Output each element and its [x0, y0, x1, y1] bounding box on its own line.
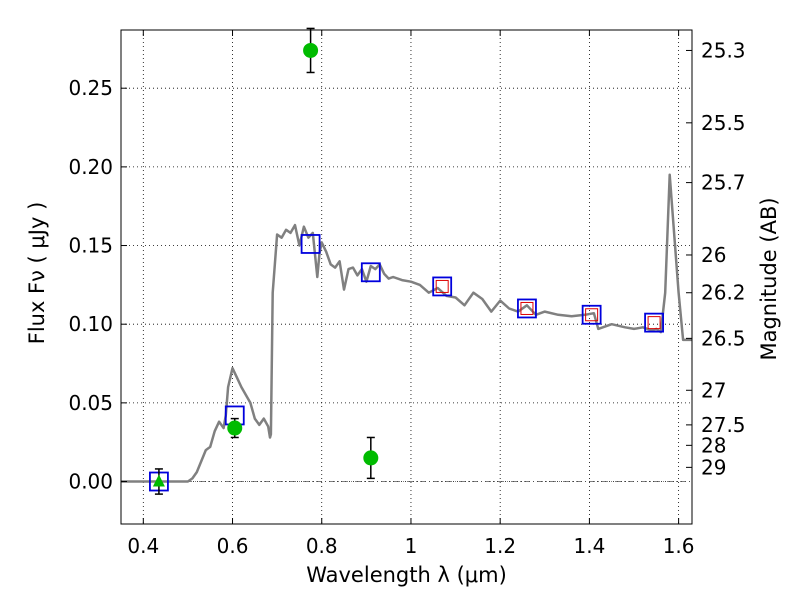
y-tick-label: 0.25	[68, 76, 113, 100]
model-photometry	[149, 234, 664, 492]
x-tick-label: 1.4	[573, 534, 605, 558]
observed-point	[363, 450, 379, 466]
magnitude-axis-label: Magnitude (AB)	[757, 197, 781, 360]
inner-marker-square	[585, 308, 599, 322]
inner-marker-square	[647, 316, 661, 330]
plot-frame	[120, 29, 693, 525]
y-tick-label: 0.10	[68, 312, 113, 336]
x-tick-label: 1.6	[663, 534, 695, 558]
upper-limit-marker	[152, 474, 165, 487]
model-spectrum	[121, 173, 692, 483]
mag-tick-label: 27	[701, 378, 726, 402]
mag-tick-label: 28	[701, 433, 726, 457]
model-photometry-square	[517, 298, 537, 319]
axis-ticks: 0.4 0.6 0.8 1 1.2 1.4 1.6 0.00 0.05 0.10 0.15 0.20 0…	[68, 30, 746, 558]
model-photometry-square	[644, 312, 664, 333]
y-tick-label: 0.20	[68, 155, 113, 179]
inner-marker-square	[520, 301, 534, 315]
mag-tick-label: 25.5	[701, 111, 746, 135]
y-axis-label: Flux Fν ( μJy )	[25, 202, 49, 345]
x-tick-label: 0.6	[217, 534, 249, 558]
mag-tick-label: 29	[701, 455, 726, 479]
y-tick-label: 0.00	[68, 470, 113, 494]
inner-marker-square	[435, 279, 449, 293]
model-spectrum-line	[121, 173, 692, 483]
grid	[121, 30, 692, 524]
model-photometry-square	[300, 234, 321, 254]
x-axis-label: Wavelength λ (μm)	[306, 563, 507, 587]
observed-point	[303, 42, 319, 58]
mag-tick-label: 25.7	[701, 171, 746, 195]
y-tick-label: 0.15	[68, 234, 113, 258]
model-photometry-square	[432, 276, 453, 297]
mag-tick-label: 25.3	[701, 38, 746, 62]
mag-tick-label: 27.5	[701, 413, 746, 437]
x-tick-label: 0.4	[127, 534, 159, 558]
x-tick-label: 0.8	[306, 534, 338, 558]
observed-photometry	[152, 27, 379, 495]
mag-tick-label: 26	[701, 243, 726, 267]
observed-point	[227, 420, 243, 436]
y-tick-label: 0.05	[68, 391, 113, 415]
mag-tick-label: 26.2	[701, 281, 746, 305]
model-photometry-square	[360, 262, 381, 283]
mag-tick-label: 26.5	[701, 326, 746, 350]
x-tick-label: 1.2	[484, 534, 516, 558]
model-photometry-square	[581, 304, 602, 325]
x-tick-label: 1	[405, 534, 418, 558]
